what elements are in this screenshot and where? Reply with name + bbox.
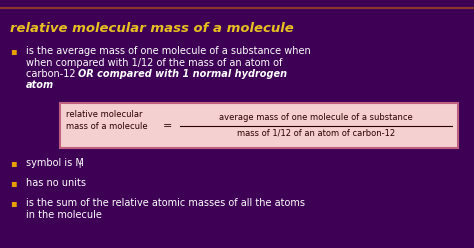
- Text: relative molecular mass of a molecule: relative molecular mass of a molecule: [10, 22, 294, 35]
- Text: =: =: [164, 122, 173, 131]
- Text: ▪: ▪: [10, 46, 17, 56]
- Text: relative molecular
mass of a molecule: relative molecular mass of a molecule: [66, 110, 147, 131]
- Text: OR compared with 1 normal hydrogen: OR compared with 1 normal hydrogen: [78, 69, 287, 79]
- Text: r: r: [78, 161, 81, 170]
- Text: ▪: ▪: [10, 158, 17, 168]
- FancyBboxPatch shape: [60, 103, 458, 148]
- Text: has no units: has no units: [26, 178, 86, 188]
- Text: average mass of one molecule of a substance: average mass of one molecule of a substa…: [219, 114, 413, 123]
- Text: ▪: ▪: [10, 178, 17, 188]
- Text: is the sum of the relative atomic masses of all the atoms: is the sum of the relative atomic masses…: [26, 198, 305, 208]
- Text: atom: atom: [26, 81, 54, 91]
- Text: in the molecule: in the molecule: [26, 210, 102, 219]
- Text: ▪: ▪: [10, 198, 17, 208]
- Text: is the average mass of one molecule of a substance when: is the average mass of one molecule of a…: [26, 46, 311, 56]
- Text: when compared with 1/12 of the mass of an atom of: when compared with 1/12 of the mass of a…: [26, 58, 283, 67]
- Text: symbol is M: symbol is M: [26, 158, 84, 168]
- Text: carbon-12: carbon-12: [26, 69, 79, 79]
- Text: mass of 1/12 of an atom of carbon-12: mass of 1/12 of an atom of carbon-12: [237, 128, 395, 137]
